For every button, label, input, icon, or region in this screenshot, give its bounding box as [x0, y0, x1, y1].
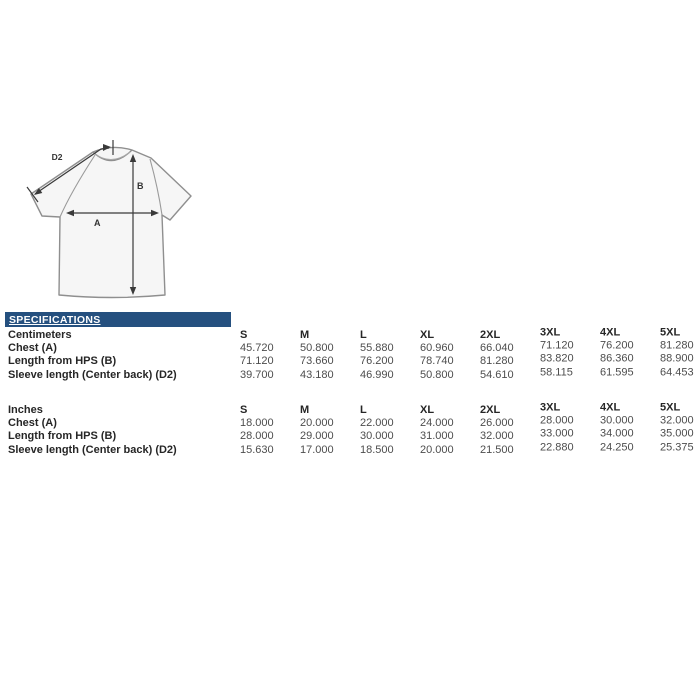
table-row: Sleeve length (Center back) (D2) 39.700 43… — [8, 366, 700, 382]
value-cell: 34.000 — [600, 427, 634, 440]
tshirt-measurement-diagram: D2 B A — [26, 140, 192, 299]
size-header: XL — [420, 329, 435, 341]
value-cell: 24.000 — [420, 417, 454, 430]
row-label: Sleeve length (Center back) (D2) — [8, 443, 177, 456]
size-header: L — [360, 329, 367, 341]
sleeve-length-arrow-d2 — [26, 140, 114, 203]
size-header: 3XL — [540, 401, 561, 414]
table-row: Length from HPS (B) 28.000 29.000 30.000 31.… — [8, 427, 700, 443]
value-cell: 76.200 — [600, 339, 634, 352]
value-cell: 81.280 — [660, 339, 694, 352]
value-cell: 28.000 — [240, 430, 274, 443]
value-cell: 76.200 — [360, 355, 394, 368]
value-cell: 21.500 — [480, 443, 514, 456]
tshirt-outline — [30, 146, 192, 299]
value-cell: 22.000 — [360, 417, 394, 430]
value-cell: 35.000 — [660, 427, 694, 440]
value-cell: 50.800 — [300, 342, 334, 355]
row-label: Length from HPS (B) — [8, 430, 117, 443]
size-header: S — [240, 404, 248, 416]
table-row: Sleeve length (Center back) (D2) 15.630 17… — [8, 441, 700, 457]
row-label: Length from HPS (B) — [8, 355, 117, 368]
collar-trim-line — [94, 151, 131, 160]
value-cell: 43.180 — [300, 368, 334, 381]
size-header: 5XL — [660, 326, 681, 339]
value-cell: 24.250 — [600, 441, 634, 454]
value-cell: 71.120 — [540, 339, 574, 352]
size-header: 2XL — [480, 329, 501, 341]
value-cell: 18.000 — [240, 417, 274, 430]
value-cell: 20.000 — [420, 443, 454, 456]
size-header: L — [360, 404, 367, 416]
value-cell: 45.720 — [240, 342, 274, 355]
value-cell: 46.990 — [360, 368, 394, 381]
value-cell: 88.900 — [660, 352, 694, 365]
value-cell: 78.740 — [420, 355, 454, 368]
table-row: Chest (A) 18.000 20.000 22.000 24.000 26.000 2… — [8, 414, 700, 430]
value-cell: 30.000 — [360, 430, 394, 443]
size-table-centimeters: Centimeters S M L XL 2XL 3XL 4XL 5XL Chest (A) 45.… — [8, 326, 700, 382]
size-header: 2XL — [480, 404, 501, 416]
table-header-row: Centimeters S M L XL 2XL 3XL 4XL 5XL — [8, 326, 700, 342]
value-cell: 20.000 — [300, 417, 334, 430]
value-cell: 26.000 — [480, 417, 514, 430]
value-cell: 58.115 — [540, 366, 573, 379]
value-cell: 60.960 — [420, 342, 454, 355]
size-header: 5XL — [660, 401, 681, 414]
value-cell: 71.120 — [240, 355, 274, 368]
chest-arrow-a — [66, 209, 159, 217]
value-cell: 18.500 — [360, 443, 394, 456]
value-cell: 55.880 — [360, 342, 394, 355]
size-header: 4XL — [600, 401, 621, 414]
size-table-inches: Inches S M L XL 2XL 3XL 4XL 5XL Chest (A) 18.000 20… — [8, 401, 700, 457]
length-arrow-b — [129, 154, 137, 295]
value-cell: 50.800 — [420, 368, 454, 381]
value-cell: 17.000 — [300, 443, 334, 456]
specifications-title: SPECIFICATIONS — [9, 313, 101, 326]
value-cell: 64.453 — [660, 366, 694, 379]
size-header: S — [240, 329, 248, 341]
size-header: M — [300, 404, 310, 416]
size-header: 3XL — [540, 326, 561, 339]
row-label: Chest (A) — [8, 342, 57, 355]
value-cell: 83.820 — [540, 352, 574, 365]
size-header: XL — [420, 404, 435, 416]
value-cell: 32.000 — [660, 414, 694, 427]
size-header: 4XL — [600, 326, 621, 339]
value-cell: 33.000 — [540, 427, 574, 440]
row-label: Chest (A) — [8, 417, 57, 430]
value-cell: 31.000 — [420, 430, 454, 443]
unit-label: Inches — [8, 404, 43, 416]
value-cell: 30.000 — [600, 414, 634, 427]
value-cell: 61.595 — [600, 366, 634, 379]
size-header: M — [300, 329, 310, 341]
value-cell: 86.360 — [600, 352, 634, 365]
value-cell: 32.000 — [480, 430, 514, 443]
value-cell: 54.610 — [480, 368, 514, 381]
table-row: Length from HPS (B) 71.120 73.660 76.200 78.… — [8, 352, 700, 368]
value-cell: 15.630 — [240, 443, 274, 456]
value-cell: 39.700 — [240, 368, 274, 381]
value-cell: 25.375 — [660, 441, 694, 454]
value-cell: 29.000 — [300, 430, 334, 443]
value-cell: 28.000 — [540, 414, 574, 427]
label-b: B — [137, 181, 144, 191]
value-cell: 81.280 — [480, 355, 514, 368]
table-row: Chest (A) 45.720 50.800 55.880 60.960 66.040 7… — [8, 339, 700, 355]
row-label: Sleeve length (Center back) (D2) — [8, 368, 177, 381]
value-cell: 73.660 — [300, 355, 334, 368]
label-a: A — [94, 218, 101, 228]
left-sleeve-seam — [59, 154, 96, 218]
value-cell: 66.040 — [480, 342, 514, 355]
right-sleeve-seam — [149, 158, 163, 216]
unit-label: Centimeters — [8, 329, 72, 341]
value-cell: 22.880 — [540, 441, 574, 454]
specifications-bar: SPECIFICATIONS — [5, 312, 231, 327]
label-d2: D2 — [52, 152, 63, 162]
table-header-row: Inches S M L XL 2XL 3XL 4XL 5XL — [8, 401, 700, 417]
